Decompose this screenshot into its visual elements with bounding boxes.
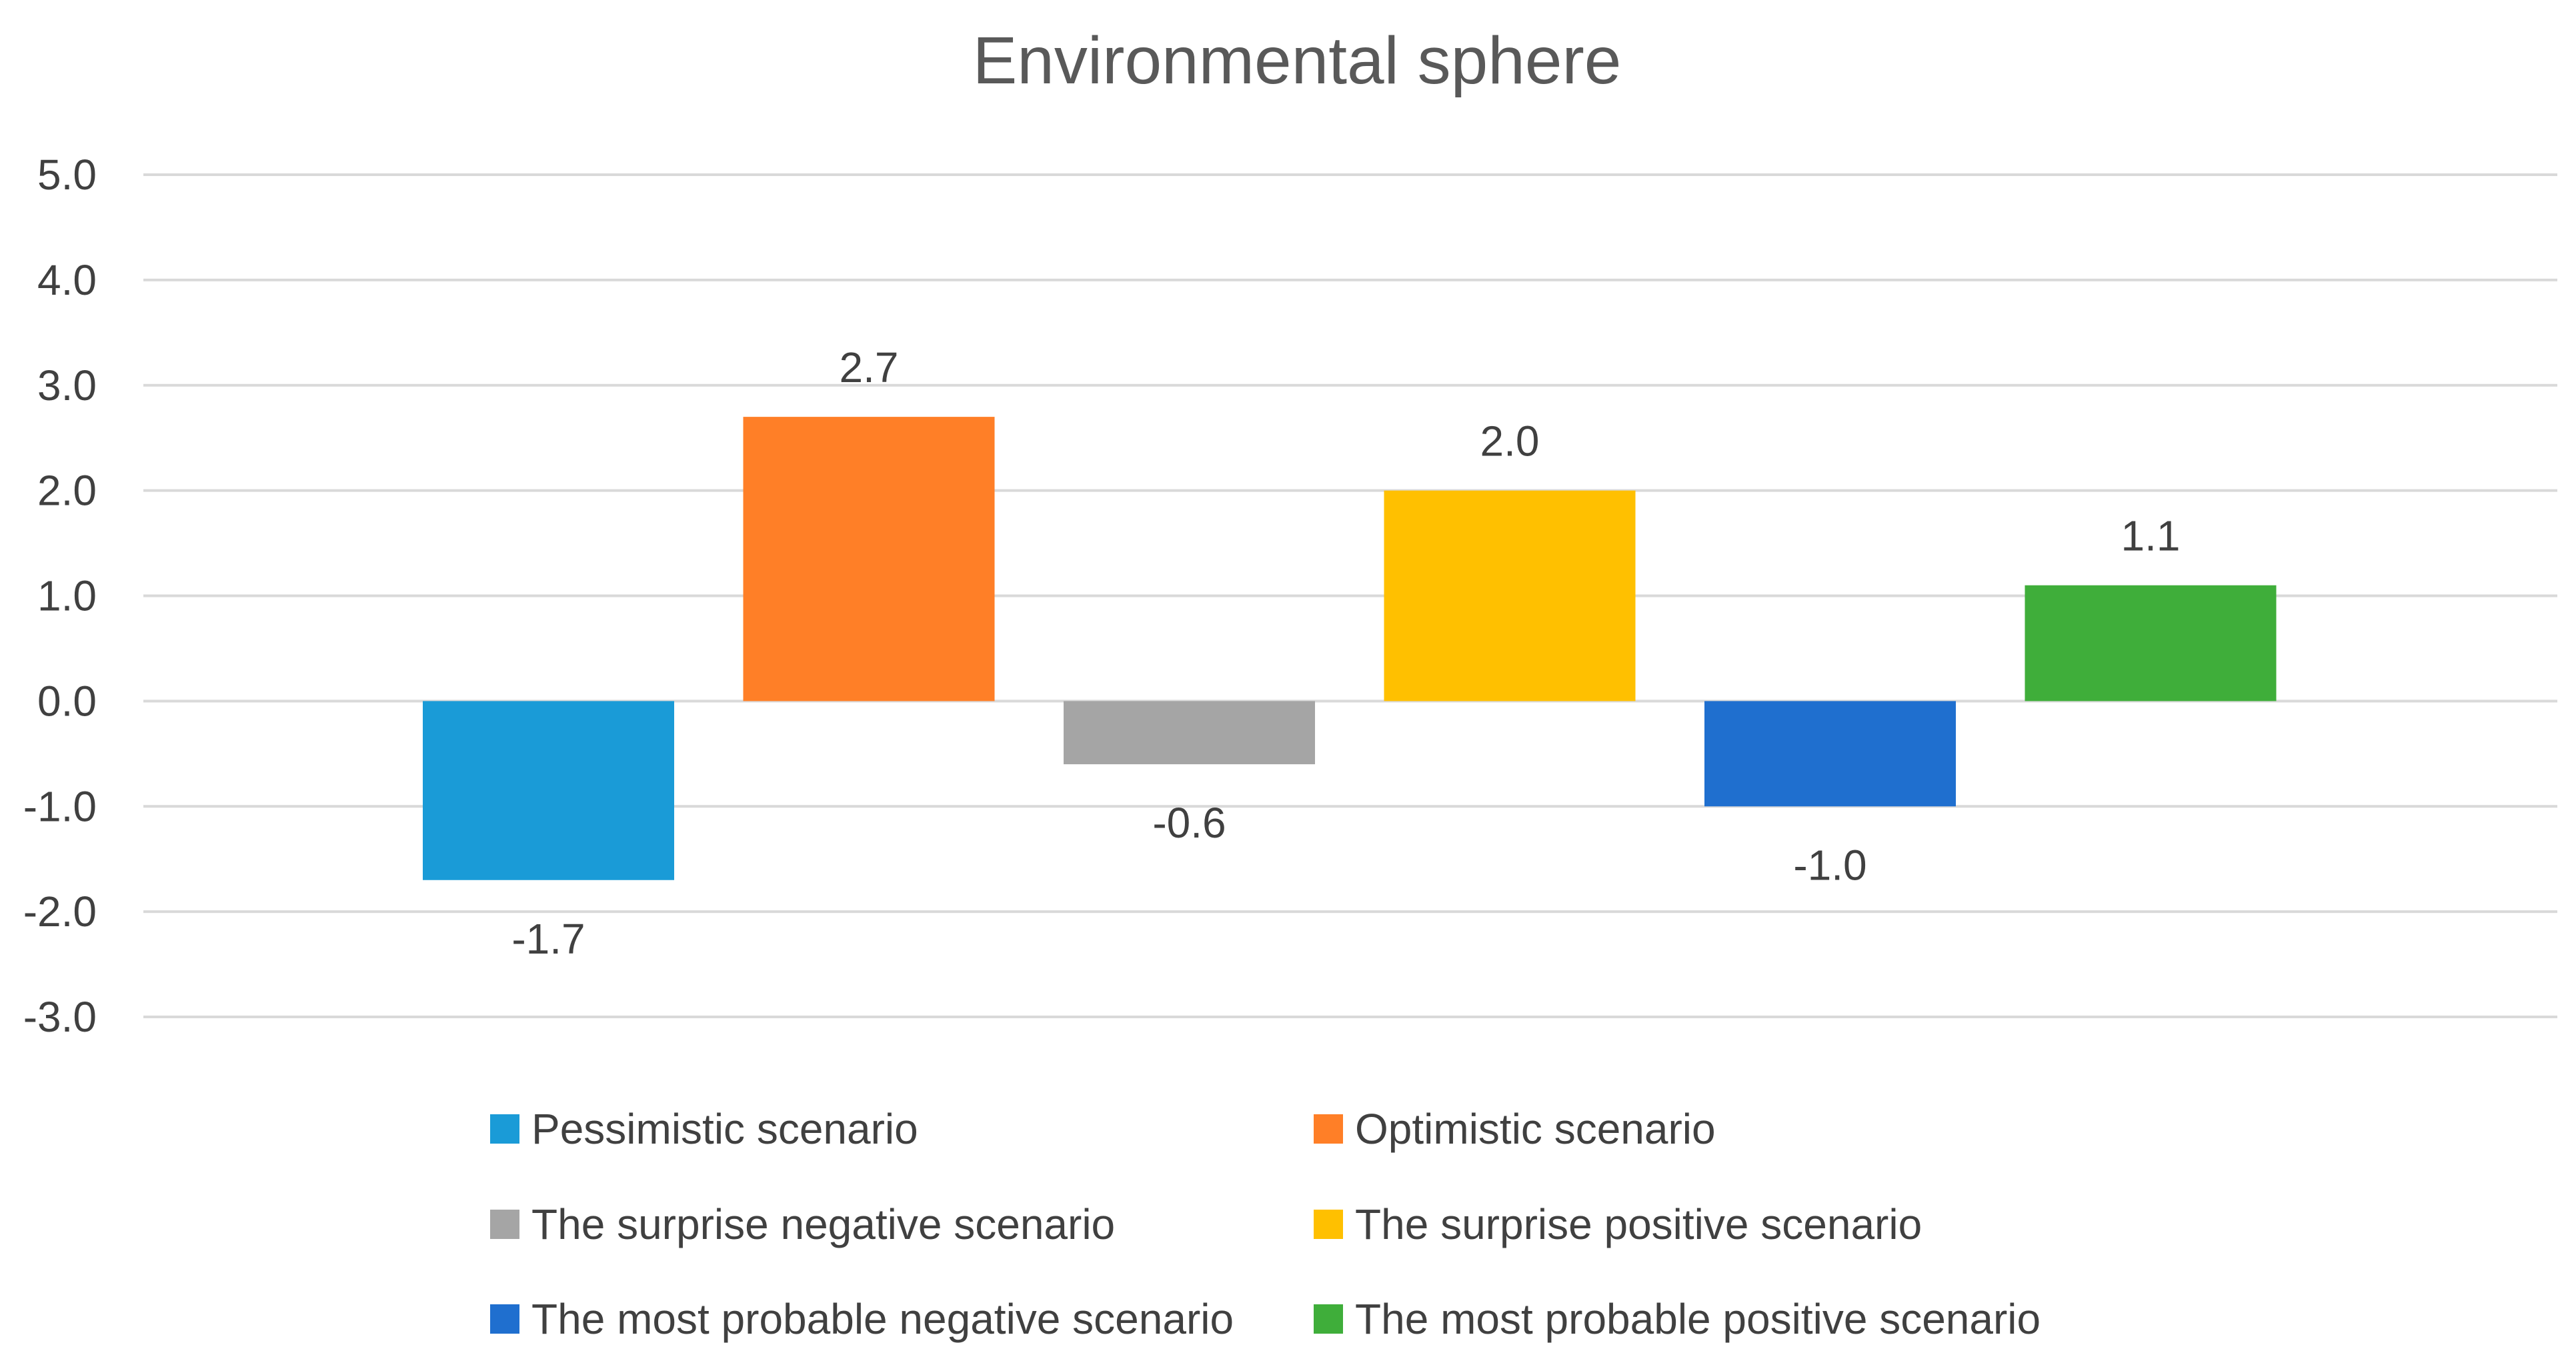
y-tick-label: 3.0 bbox=[37, 361, 97, 409]
legend: Pessimistic scenario Optimistic scenario T… bbox=[490, 1105, 2041, 1343]
data-label: 2.0 bbox=[1480, 417, 1540, 465]
y-tick-label: 0.0 bbox=[37, 677, 97, 725]
y-tick-label: 4.0 bbox=[37, 256, 97, 304]
data-label: -1.0 bbox=[1793, 841, 1866, 889]
bar bbox=[423, 701, 674, 880]
y-tick-label: 1.0 bbox=[37, 572, 97, 620]
y-tick-label: -2.0 bbox=[23, 888, 97, 936]
y-tick-label: -1.0 bbox=[23, 782, 97, 830]
bar bbox=[1384, 490, 1636, 702]
data-label: -0.6 bbox=[1152, 799, 1226, 847]
legend-label: Optimistic scenario bbox=[1355, 1105, 1716, 1153]
gridlines bbox=[143, 173, 2557, 1018]
y-tick-label: -3.0 bbox=[23, 993, 97, 1041]
y-tick-label: 5.0 bbox=[37, 151, 97, 199]
bar bbox=[1064, 701, 1315, 765]
data-labels: -1.7 2.7 -0.6 2.0 -1.0 1.1 bbox=[511, 343, 2180, 963]
bar bbox=[1704, 701, 1956, 807]
legend-label: The surprise positive scenario bbox=[1355, 1200, 1922, 1248]
legend-swatch bbox=[490, 1114, 519, 1144]
legend-swatch bbox=[490, 1304, 519, 1334]
bars bbox=[423, 417, 2277, 880]
data-label: 1.1 bbox=[2121, 512, 2181, 560]
bar bbox=[2025, 585, 2277, 702]
data-label: 2.7 bbox=[840, 343, 899, 391]
legend-label: The most probable positive scenario bbox=[1355, 1295, 2041, 1343]
legend-label: The surprise negative scenario bbox=[531, 1200, 1115, 1248]
y-tick-label: 2.0 bbox=[37, 467, 97, 515]
legend-label: Pessimistic scenario bbox=[531, 1105, 918, 1153]
chart-title: Environmental sphere bbox=[973, 23, 1622, 98]
legend-label: The most probable negative scenario bbox=[531, 1295, 1234, 1343]
legend-swatch bbox=[1314, 1114, 1343, 1144]
bar bbox=[743, 417, 995, 702]
y-axis-ticks: 5.0 4.0 3.0 2.0 1.0 0.0 -1.0 -2.0 -3.0 bbox=[23, 151, 97, 1041]
legend-swatch bbox=[1314, 1304, 1343, 1334]
legend-swatch bbox=[490, 1210, 519, 1239]
data-label: -1.7 bbox=[511, 915, 585, 963]
legend-swatch bbox=[1314, 1210, 1343, 1239]
